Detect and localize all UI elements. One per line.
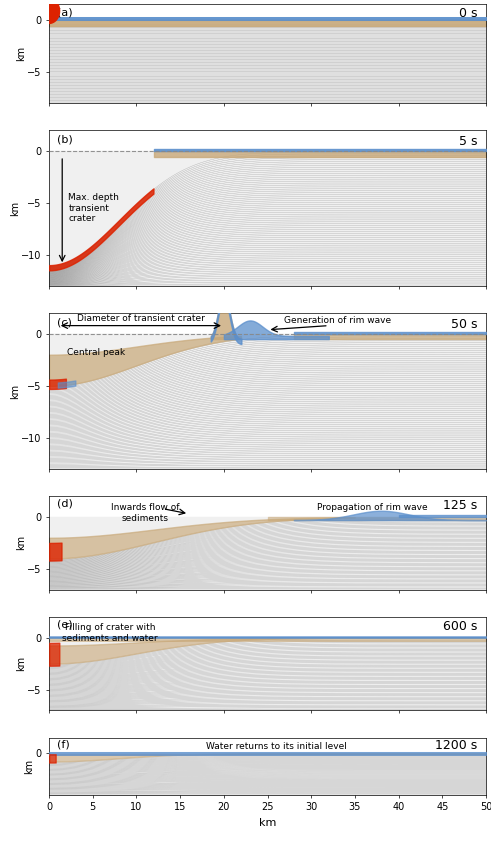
Y-axis label: km: km xyxy=(24,759,34,774)
Text: 600 s: 600 s xyxy=(443,620,477,632)
Y-axis label: km: km xyxy=(10,200,20,215)
Polygon shape xyxy=(0,122,21,216)
Text: 1200 s: 1200 s xyxy=(435,739,477,753)
Text: 5 s: 5 s xyxy=(459,135,477,148)
Text: Inwards flow of
sediments: Inwards flow of sediments xyxy=(111,504,180,523)
Text: (e): (e) xyxy=(57,620,73,630)
Text: Central peak: Central peak xyxy=(67,347,125,357)
Polygon shape xyxy=(49,0,59,24)
Y-axis label: km: km xyxy=(16,46,26,61)
Text: (c): (c) xyxy=(57,318,72,328)
Y-axis label: km: km xyxy=(10,383,20,399)
Text: Generation of rim wave: Generation of rim wave xyxy=(284,316,391,325)
Text: 125 s: 125 s xyxy=(443,499,477,512)
Y-axis label: km: km xyxy=(16,656,26,671)
Text: (d): (d) xyxy=(57,499,73,509)
Text: 0 s: 0 s xyxy=(459,8,477,20)
Text: Filling of crater with
sediments and water: Filling of crater with sediments and wat… xyxy=(62,623,158,643)
Text: Max. depth
transient
crater: Max. depth transient crater xyxy=(68,193,119,223)
Text: (f): (f) xyxy=(57,739,70,749)
Y-axis label: km: km xyxy=(16,536,26,551)
Text: 50 s: 50 s xyxy=(451,318,477,331)
Text: (b): (b) xyxy=(57,135,73,145)
Text: Diameter of transient crater: Diameter of transient crater xyxy=(77,314,205,323)
Text: Propagation of rim wave: Propagation of rim wave xyxy=(317,504,428,512)
Polygon shape xyxy=(0,135,24,221)
Text: Water returns to its initial level: Water returns to its initial level xyxy=(206,742,347,751)
X-axis label: km: km xyxy=(259,818,276,828)
Text: (a): (a) xyxy=(57,8,73,17)
